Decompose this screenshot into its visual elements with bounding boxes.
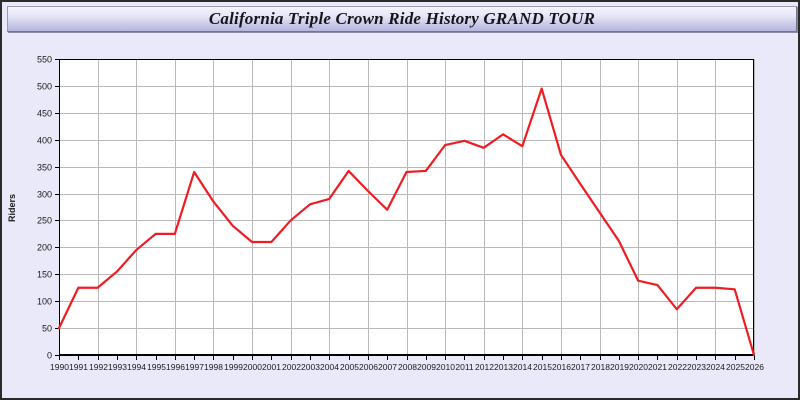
svg-text:1994: 1994 (127, 362, 146, 372)
svg-text:2000: 2000 (243, 362, 262, 372)
svg-text:1990: 1990 (50, 362, 69, 372)
svg-text:2009: 2009 (417, 362, 436, 372)
svg-text:200: 200 (37, 243, 52, 253)
svg-text:450: 450 (37, 109, 52, 119)
svg-text:2002: 2002 (282, 362, 301, 372)
svg-text:300: 300 (37, 190, 52, 200)
svg-text:2023: 2023 (687, 362, 706, 372)
plot-area: Riders 0 50 100 150 200 250 300 350 400 450 500 550… (2, 34, 798, 398)
svg-text:1992: 1992 (89, 362, 108, 372)
svg-text:1999: 1999 (224, 362, 243, 372)
svg-text:2001: 2001 (262, 362, 281, 372)
svg-text:350: 350 (37, 163, 52, 173)
svg-text:2003: 2003 (301, 362, 320, 372)
page-title: California Triple Crown Ride History GRA… (208, 9, 596, 28)
svg-text:2022: 2022 (668, 362, 687, 372)
svg-text:2020: 2020 (629, 362, 648, 372)
svg-text:1997: 1997 (185, 362, 204, 372)
svg-text:1998: 1998 (204, 362, 223, 372)
svg-text:400: 400 (37, 136, 52, 146)
svg-text:500: 500 (37, 82, 52, 92)
svg-text:2004: 2004 (320, 362, 339, 372)
svg-text:150: 150 (37, 270, 52, 280)
svg-text:1991: 1991 (69, 362, 88, 372)
svg-text:2008: 2008 (398, 362, 417, 372)
svg-text:250: 250 (37, 216, 52, 226)
svg-text:2015: 2015 (533, 362, 552, 372)
svg-text:2024: 2024 (706, 362, 725, 372)
svg-text:2016: 2016 (552, 362, 571, 372)
svg-text:2026: 2026 (745, 362, 764, 372)
svg-text:1996: 1996 (166, 362, 185, 372)
svg-text:2011: 2011 (455, 362, 474, 372)
svg-text:2018: 2018 (591, 362, 610, 372)
svg-text:2014: 2014 (513, 362, 532, 372)
svg-text:2019: 2019 (610, 362, 629, 372)
svg-text:1993: 1993 (108, 362, 127, 372)
plot-background (59, 59, 754, 355)
svg-text:2013: 2013 (494, 362, 513, 372)
svg-text:2005: 2005 (340, 362, 359, 372)
svg-text:1995: 1995 (147, 362, 166, 372)
data-series-riders (57, 87, 756, 357)
svg-text:2017: 2017 (571, 362, 590, 372)
svg-text:2025: 2025 (726, 362, 745, 372)
svg-text:0: 0 (47, 351, 52, 361)
svg-text:2010: 2010 (436, 362, 455, 372)
svg-text:2021: 2021 (648, 362, 667, 372)
svg-text:50: 50 (42, 324, 52, 334)
x-axis-ticks: 1990 1991 1992 1993 1994 1995 1996 1997 1998 1999… (50, 355, 764, 372)
window-title-bar: California Triple Crown Ride History GRA… (7, 6, 797, 32)
svg-text:2012: 2012 (475, 362, 494, 372)
svg-text:2007: 2007 (378, 362, 397, 372)
svg-text:100: 100 (37, 297, 52, 307)
svg-text:2006: 2006 (359, 362, 378, 372)
svg-text:550: 550 (37, 55, 52, 65)
